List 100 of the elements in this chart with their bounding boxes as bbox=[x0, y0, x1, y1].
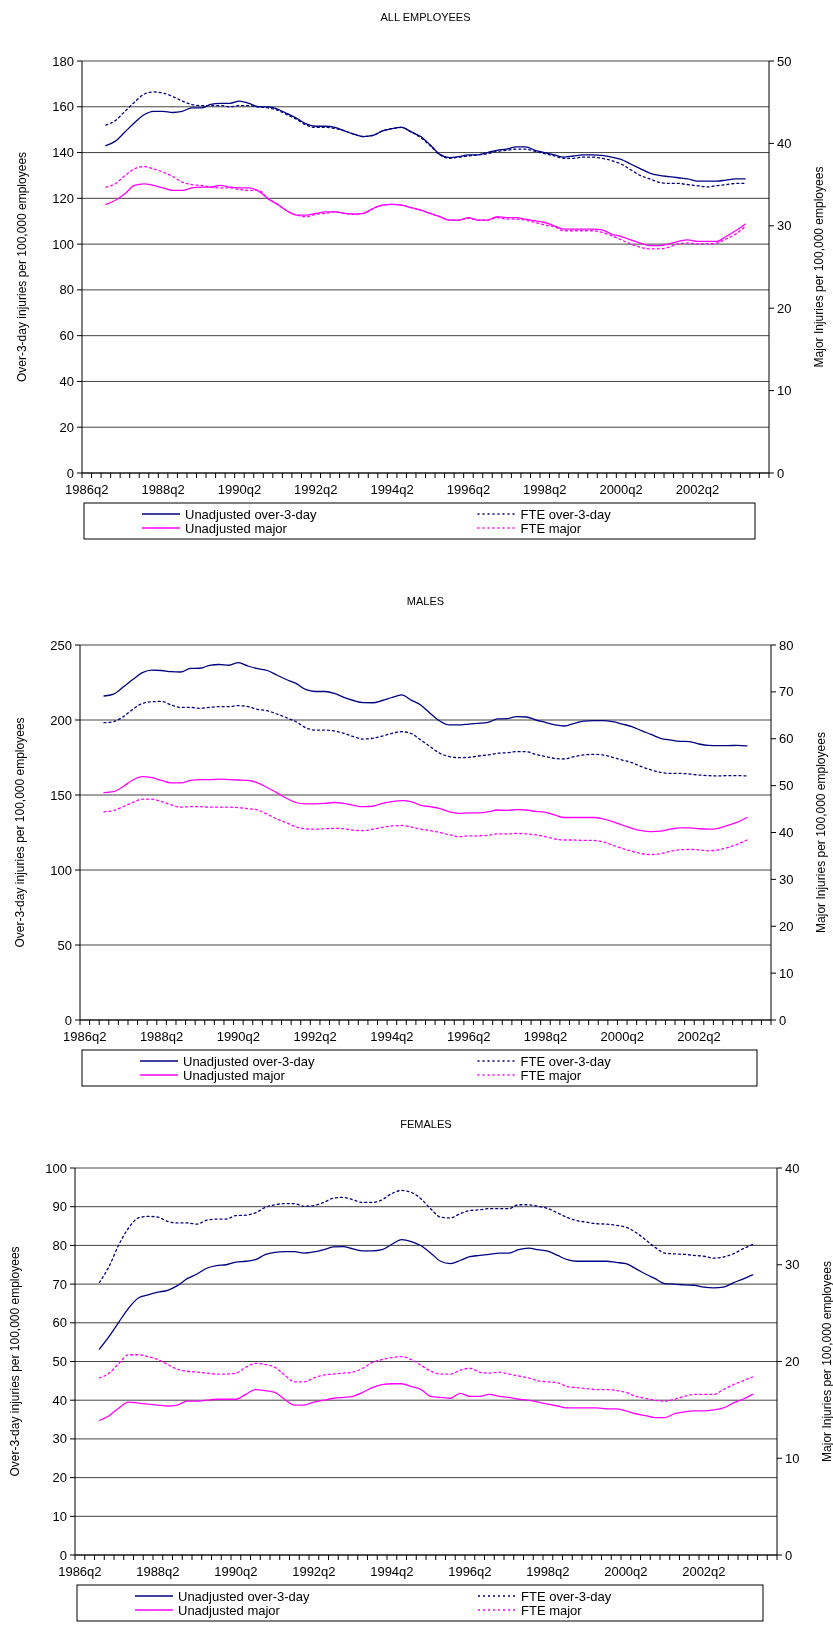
x-tick-label: 1992q2 bbox=[293, 1029, 337, 1044]
x-tick-label: 1986q2 bbox=[65, 482, 109, 497]
y2-tick-label: 0 bbox=[785, 1547, 793, 1563]
legend-label: FTE over-3-day bbox=[521, 1588, 612, 1604]
legend-label: FTE over-3-day bbox=[520, 1053, 612, 1069]
legend-label: FTE over-3-day bbox=[520, 506, 612, 522]
x-tick-label: 1986q2 bbox=[63, 1029, 107, 1044]
y-tick-label: 150 bbox=[50, 787, 72, 803]
y2-tick-label: 20 bbox=[779, 918, 794, 934]
x-tick-label: 1998q2 bbox=[523, 482, 567, 497]
y-tick-label: 140 bbox=[52, 145, 74, 161]
y2-tick-label: 30 bbox=[777, 218, 792, 234]
x-tick-label: 2000q2 bbox=[599, 482, 643, 497]
y-tick-label: 100 bbox=[50, 862, 72, 878]
y2-tick-label: 0 bbox=[777, 465, 785, 481]
line-series bbox=[105, 91, 746, 188]
x-tick-label: 1994q2 bbox=[370, 482, 414, 497]
y-tick-label: 60 bbox=[52, 1315, 67, 1331]
line-series bbox=[103, 700, 748, 777]
x-tick-label: 1988q2 bbox=[139, 1029, 184, 1044]
y2-tick-label: 40 bbox=[779, 825, 794, 841]
y2-tick-label: 60 bbox=[779, 731, 794, 747]
y-axis-title: Over-3-day injuries per 100,000 employees bbox=[13, 717, 27, 948]
line-series bbox=[98, 1189, 754, 1284]
x-tick-label: 1990q2 bbox=[216, 1029, 261, 1044]
line-series bbox=[103, 798, 748, 856]
line-series bbox=[103, 662, 748, 747]
x-tick-label: 1998q2 bbox=[523, 1029, 568, 1044]
y-tick-label: 80 bbox=[59, 282, 74, 298]
y-tick-label: 70 bbox=[52, 1276, 67, 1292]
y-tick-label: 120 bbox=[52, 190, 74, 206]
x-tick-label: 1994q2 bbox=[370, 1564, 414, 1579]
legend-label: Unadjusted over-3-day bbox=[183, 1053, 316, 1069]
y2-tick-label: 40 bbox=[785, 1160, 800, 1176]
y2-tick-label: 20 bbox=[777, 300, 792, 316]
y-tick-label: 200 bbox=[50, 712, 72, 728]
y2-axis-title: Major Injuries per 100,000 employees bbox=[820, 1261, 833, 1462]
y-tick-label: 80 bbox=[52, 1237, 67, 1253]
y-tick-label: 20 bbox=[52, 1470, 67, 1486]
line-series bbox=[103, 776, 748, 833]
x-tick-label: 2000q2 bbox=[604, 1564, 648, 1579]
y2-tick-label: 30 bbox=[779, 871, 794, 887]
y2-tick-label: 10 bbox=[785, 1450, 800, 1466]
y-tick-label: 0 bbox=[64, 1012, 72, 1028]
legend-label: FTE major bbox=[520, 1067, 582, 1083]
y-tick-label: 50 bbox=[52, 1354, 67, 1370]
y2-tick-label: 30 bbox=[785, 1257, 800, 1273]
line-series bbox=[98, 1354, 754, 1402]
x-tick-label: 1990q2 bbox=[217, 482, 262, 497]
y2-tick-label: 50 bbox=[777, 53, 792, 69]
y-tick-label: 160 bbox=[52, 99, 74, 115]
y-tick-label: 40 bbox=[52, 1392, 67, 1408]
x-tick-label: 2002q2 bbox=[677, 1029, 721, 1044]
x-tick-label: 1996q2 bbox=[446, 482, 491, 497]
y-axis-title: Over-3-day injuries per 100,000 employees bbox=[8, 1246, 22, 1477]
line-series bbox=[98, 1238, 754, 1350]
y2-tick-label: 50 bbox=[779, 778, 794, 794]
x-tick-label: 1996q2 bbox=[448, 1564, 492, 1579]
y-tick-label: 0 bbox=[59, 1547, 67, 1563]
y-tick-label: 180 bbox=[52, 53, 74, 69]
line-series bbox=[98, 1383, 754, 1422]
y-tick-label: 40 bbox=[59, 373, 74, 389]
x-tick-label: 1992q2 bbox=[292, 1564, 336, 1579]
x-tick-label: 2002q2 bbox=[682, 1564, 726, 1579]
y-axis-title: Over-3-day injuries per 100,000 employees bbox=[15, 151, 29, 383]
y2-tick-label: 20 bbox=[785, 1354, 800, 1370]
y2-tick-label: 70 bbox=[779, 684, 794, 700]
x-tick-label: 1986q2 bbox=[58, 1564, 102, 1579]
x-tick-label: 2000q2 bbox=[600, 1029, 644, 1044]
y2-tick-label: 10 bbox=[777, 383, 792, 399]
chart-title: ALL EMPLOYEES bbox=[380, 11, 471, 23]
x-tick-label: 1988q2 bbox=[141, 482, 185, 497]
x-tick-label: 1994q2 bbox=[370, 1029, 414, 1044]
y2-tick-label: 40 bbox=[777, 135, 792, 151]
y-tick-label: 100 bbox=[52, 236, 74, 252]
y-tick-label: 250 bbox=[50, 637, 72, 653]
y-tick-label: 0 bbox=[66, 465, 74, 481]
x-tick-label: 1990q2 bbox=[214, 1564, 258, 1579]
y-tick-label: 10 bbox=[52, 1508, 67, 1524]
y-tick-label: 100 bbox=[45, 1160, 67, 1176]
chart-title: FEMALES bbox=[400, 1118, 452, 1130]
legend-label: FTE major bbox=[521, 1602, 583, 1618]
y-tick-label: 90 bbox=[52, 1199, 67, 1215]
y2-tick-label: 10 bbox=[779, 965, 794, 981]
x-tick-label: 1998q2 bbox=[526, 1564, 570, 1579]
y-tick-label: 50 bbox=[57, 937, 72, 953]
legend-label: FTE major bbox=[520, 520, 582, 536]
y2-tick-label: 0 bbox=[779, 1012, 787, 1028]
y-tick-label: 20 bbox=[59, 419, 74, 435]
x-tick-label: 1992q2 bbox=[294, 482, 338, 497]
y-tick-label: 60 bbox=[59, 328, 74, 344]
x-tick-label: 1996q2 bbox=[446, 1029, 491, 1044]
y2-axis-title: Major Injuries per 100,000 employees bbox=[812, 166, 826, 368]
y2-tick-label: 80 bbox=[779, 637, 794, 653]
legend-label: Unadjusted over-3-day bbox=[178, 1588, 311, 1604]
chart-title: MALES bbox=[406, 595, 445, 607]
y2-axis-title: Major Injuries per 100,000 employees bbox=[814, 732, 828, 933]
x-tick-label: 2002q2 bbox=[675, 482, 720, 497]
x-tick-label: 1988q2 bbox=[136, 1564, 180, 1579]
legend-label: Unadjusted over-3-day bbox=[185, 506, 318, 522]
